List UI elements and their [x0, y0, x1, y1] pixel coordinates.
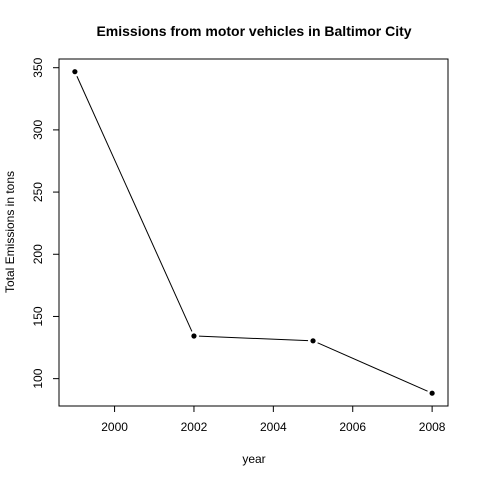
x-tick-label: 2008	[419, 420, 446, 434]
x-tick-label: 2000	[101, 420, 128, 434]
data-point	[191, 333, 197, 339]
plot-frame	[58, 58, 449, 407]
data-point	[429, 390, 435, 396]
y-axis: 100 150 200 250 300 350	[31, 57, 59, 389]
x-axis-label: year	[242, 452, 265, 466]
y-tick-label: 150	[31, 306, 45, 326]
data-point	[310, 338, 316, 344]
x-tick-label: 2006	[339, 420, 366, 434]
y-tick-label: 100	[31, 368, 45, 388]
y-tick-label: 350	[31, 57, 45, 77]
series-line-segment	[198, 335, 309, 342]
y-tick-label: 300	[31, 120, 45, 140]
series-emissions	[72, 69, 435, 396]
series-line-segment	[76, 76, 193, 332]
chart-title: Emissions from motor vehicles in Baltimo…	[96, 23, 411, 39]
x-tick-label: 2002	[181, 420, 208, 434]
x-tick-label: 2004	[260, 420, 287, 434]
x-axis: 2000 2002 2004 2006 2008	[101, 406, 446, 434]
series-line-segment	[317, 342, 428, 392]
y-axis-label: Total Emissions in tons	[3, 171, 17, 293]
y-tick-label: 250	[31, 182, 45, 202]
data-point	[72, 69, 78, 75]
y-tick-label: 200	[31, 244, 45, 264]
